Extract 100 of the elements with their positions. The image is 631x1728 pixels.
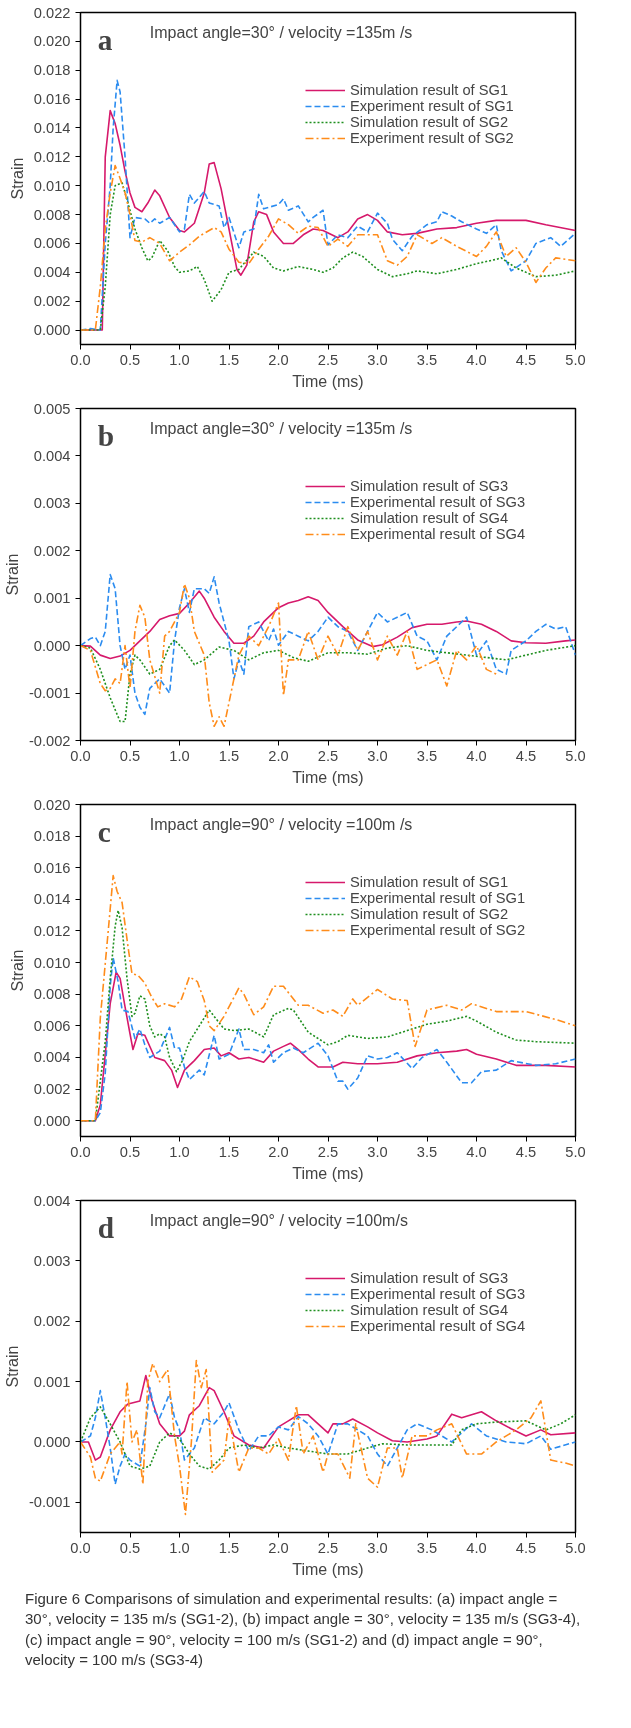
y-tick-label: 0.012 (33, 148, 71, 165)
chart-title: b (97, 420, 115, 453)
x-tick-label: 5.0 (565, 1539, 586, 1556)
legend-label: Simulation result of SG2 (350, 906, 509, 922)
line-series (80, 590, 576, 660)
y-tick-label: 0.020 (33, 33, 71, 50)
y-tick-label: 0.003 (33, 495, 71, 512)
line-series (80, 639, 576, 723)
x-tick-label: 0.5 (119, 351, 141, 368)
y-axis-title: Strain (8, 157, 26, 200)
legend-label: Experimental result of SG4 (350, 1318, 526, 1334)
x-tick-label: 3.5 (416, 747, 438, 764)
x-tick-label: 2.0 (268, 747, 289, 764)
line-series (80, 1374, 576, 1461)
chart-title: c (97, 816, 111, 849)
y-tick-label: 0.000 (33, 322, 71, 339)
y-tick-label: 0.002 (33, 1081, 71, 1098)
x-tick-label: 1.5 (218, 351, 240, 368)
legend-label: Experimental result of SG3 (350, 494, 526, 510)
x-axis-title: Time (ms) (292, 1560, 364, 1578)
legend-label: Experimental result of SG3 (350, 1286, 526, 1302)
legend-label: Simulation result of SG3 (350, 1270, 509, 1286)
x-tick-label: 0.5 (119, 747, 141, 764)
x-tick-label: 2.5 (317, 747, 339, 764)
line-series (80, 1406, 576, 1470)
x-tick-label: 3.0 (367, 351, 388, 368)
x-tick-label: 4.0 (466, 351, 487, 368)
x-tick-label: 2.0 (268, 1143, 289, 1160)
text: Impact angle=90° / velocity =100m/s (149, 1212, 408, 1230)
y-tick-label: 0.016 (33, 91, 71, 108)
legend-label: Simulation result of SG3 (350, 478, 509, 494)
y-tick-label: 0.008 (33, 986, 71, 1003)
x-tick-label: 3.0 (367, 1143, 388, 1160)
x-tick-label: 4.5 (515, 747, 537, 764)
x-tick-label: 0.0 (70, 1539, 91, 1556)
x-tick-label: 1.0 (169, 1539, 190, 1556)
x-tick-label: 4.5 (515, 1143, 537, 1160)
x-tick-label: 4.5 (515, 351, 537, 368)
y-tick-label: 0.018 (33, 828, 71, 845)
x-tick-label: 0.0 (70, 351, 91, 368)
x-tick-label: 1.5 (218, 1539, 240, 1556)
y-tick-label: 0.010 (33, 954, 71, 971)
y-tick-label: 0.000 (33, 1433, 71, 1450)
x-tick-label: 2.0 (268, 1539, 289, 1556)
y-tick-label: 0.002 (33, 542, 71, 559)
y-tick-label: 0.016 (33, 859, 71, 876)
y-tick-label: 0.001 (33, 1373, 71, 1390)
x-tick-label: 2.0 (268, 351, 289, 368)
legend-label: Simulation result of SG1 (350, 874, 509, 890)
x-axis-title: Time (ms) (292, 1164, 364, 1182)
y-tick-label: -0.001 (28, 685, 71, 702)
x-tick-label: 1.0 (169, 747, 190, 764)
text: Impact angle=90° / velocity =100m /s (149, 816, 413, 834)
y-tick-label: 0.018 (33, 62, 71, 79)
x-tick-label: 1.0 (169, 1143, 190, 1160)
y-tick-label: 0.006 (33, 1017, 71, 1034)
x-tick-label: 4.0 (466, 1143, 487, 1160)
y-tick-label: 0.014 (33, 119, 71, 136)
x-tick-label: 0.5 (119, 1539, 141, 1556)
x-tick-label: 2.5 (317, 1539, 339, 1556)
x-tick-label: 3.5 (416, 1143, 438, 1160)
legend-label: Simulation result of SG2 (350, 114, 509, 130)
x-tick-label: 3.5 (416, 351, 438, 368)
line-series (80, 573, 576, 716)
x-tick-label: 3.0 (367, 1539, 388, 1556)
chart-title: d (97, 1212, 115, 1245)
legend-label: Experimental result of SG4 (350, 526, 526, 542)
y-tick-label: 0.008 (33, 206, 71, 223)
legend-label: Simulation result of SG4 (350, 510, 509, 526)
x-tick-label: 5.0 (565, 1143, 586, 1160)
x-tick-label: 0.5 (119, 1143, 141, 1160)
y-tick-label: -0.002 (28, 732, 71, 749)
x-tick-label: 3.5 (416, 1539, 438, 1556)
x-tick-label: 3.0 (367, 747, 388, 764)
line-series (80, 1359, 576, 1516)
x-tick-label: 2.5 (317, 351, 339, 368)
y-tick-label: -0.001 (28, 1494, 71, 1511)
x-tick-label: 2.5 (317, 1143, 339, 1160)
x-tick-label: 4.0 (466, 1539, 487, 1556)
legend-label: Simulation result of SG4 (350, 1302, 509, 1318)
y-tick-label: 0.020 (33, 796, 71, 813)
x-tick-label: 0.0 (70, 1143, 91, 1160)
y-tick-label: 0.000 (33, 637, 71, 654)
x-tick-label: 5.0 (565, 351, 586, 368)
x-axis-title: Time (ms) (292, 768, 364, 786)
x-tick-label: 4.5 (515, 1539, 537, 1556)
text: Impact angle=30° / velocity =135m /s (149, 420, 413, 438)
y-axis-title: Strain (3, 1345, 21, 1388)
y-tick-label: 0.005 (33, 400, 71, 417)
y-tick-label: 0.003 (33, 1252, 71, 1269)
y-tick-label: 0.014 (33, 891, 71, 908)
y-tick-label: 0.022 (33, 4, 71, 21)
y-tick-label: 0.001 (33, 590, 71, 607)
legend-label: Simulation result of SG1 (350, 82, 509, 98)
caption: Figure 6 Comparisons of simulation and experimental results: (a) impact angle = 30°, velocity = 135 m/s (SG1-2), (b) impact angle = 30°, velocity = 135 m/s (SG3-4), (c) impact angle = 90°, velocity = 100 m/s (SG1-2) and (d) impact angle = 90°, velocity = 100 m/s (SG3-4) (25, 1589, 582, 1670)
y-tick-label: 0.004 (33, 447, 71, 464)
y-tick-label: 0.004 (33, 1192, 71, 1209)
y-tick-label: 0.002 (33, 1313, 71, 1330)
legend-label: Experiment result of SG2 (350, 130, 514, 146)
y-tick-label: 0.004 (33, 264, 71, 281)
